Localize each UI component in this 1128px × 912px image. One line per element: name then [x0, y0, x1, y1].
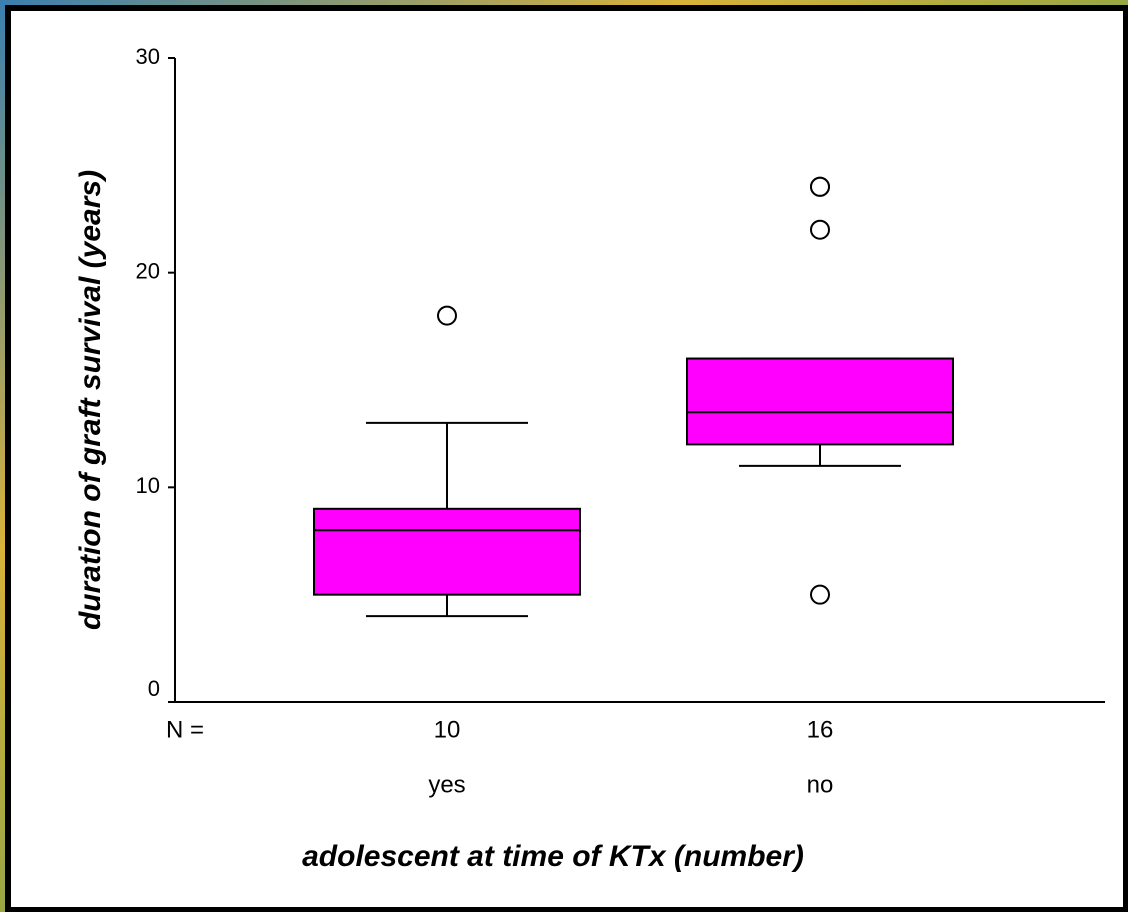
- outlier: [438, 307, 456, 325]
- chart: adolescent at time of KTx (number) durat…: [0, 0, 1128, 912]
- x-tick-label: yes: [428, 771, 465, 798]
- box: [687, 359, 953, 445]
- x-tick-label: no: [807, 771, 834, 798]
- n-count: 16: [807, 716, 834, 743]
- y-axis-title: duration of graft survival (years): [74, 170, 107, 630]
- n-count: 10: [434, 716, 461, 743]
- n-label: N =: [166, 716, 204, 743]
- x-axis-title: adolescent at time of KTx (number): [302, 840, 804, 873]
- y-tick-label: 30: [136, 44, 160, 69]
- outlier: [811, 586, 829, 604]
- page: {"chart_data": { "type": "box", "x_label…: [0, 0, 1128, 912]
- y-tick-label: 0: [148, 676, 160, 701]
- box: [314, 509, 580, 595]
- outlier: [811, 178, 829, 196]
- y-tick-label: 20: [136, 258, 160, 283]
- outlier: [811, 221, 829, 239]
- y-tick-label: 10: [136, 473, 160, 498]
